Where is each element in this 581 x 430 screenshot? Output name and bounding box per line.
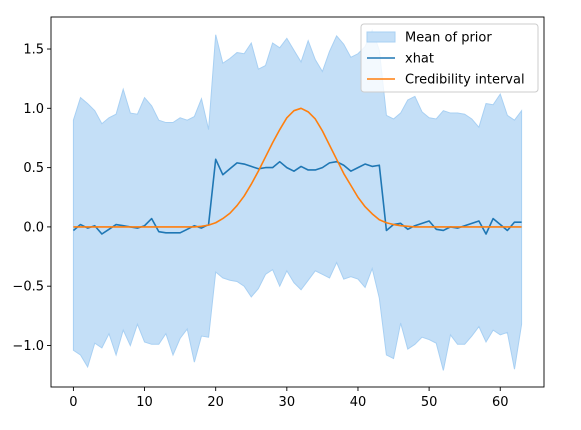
x-tick-label: 10 [136,395,153,410]
legend-item-credibility-interval-label: Credibility interval [405,73,525,88]
legend-item-mean-of-prior-swatch [366,31,396,43]
legend-item-xhat-label: xhat [405,52,434,67]
series-line-credibility-interval [73,107,522,228]
axes: 0 10 20 30 40 50 60 −1.0 −0.5 0.0 0.5 1.0 1.5 [12,16,545,410]
y-tick-label: −1.0 [12,339,44,354]
x-tick-label: 60 [492,395,509,410]
series-line-xhat [72,158,522,235]
plot-area [72,28,523,371]
x-tick-label: 40 [350,395,367,410]
y-tick-label: −0.5 [12,280,44,295]
x-tick-label: 50 [421,395,438,410]
band-mean-of-prior [72,28,523,371]
y-tick-label: 1.0 [23,102,44,117]
y-tick-label: 1.5 [23,43,44,58]
y-tick-label: 0.0 [23,220,44,235]
legend: Mean of prior xhat Credibility interval [360,23,539,93]
x-tick-label: 20 [207,395,224,410]
legend-item-mean-of-prior-label: Mean of prior [405,31,492,46]
x-tick-label: 0 [69,395,77,410]
legend-box [360,23,539,93]
y-tick-label: 0.5 [23,161,44,176]
axes-frame [50,16,545,388]
plot-series-group [72,28,523,371]
x-tick-label: 30 [279,395,296,410]
